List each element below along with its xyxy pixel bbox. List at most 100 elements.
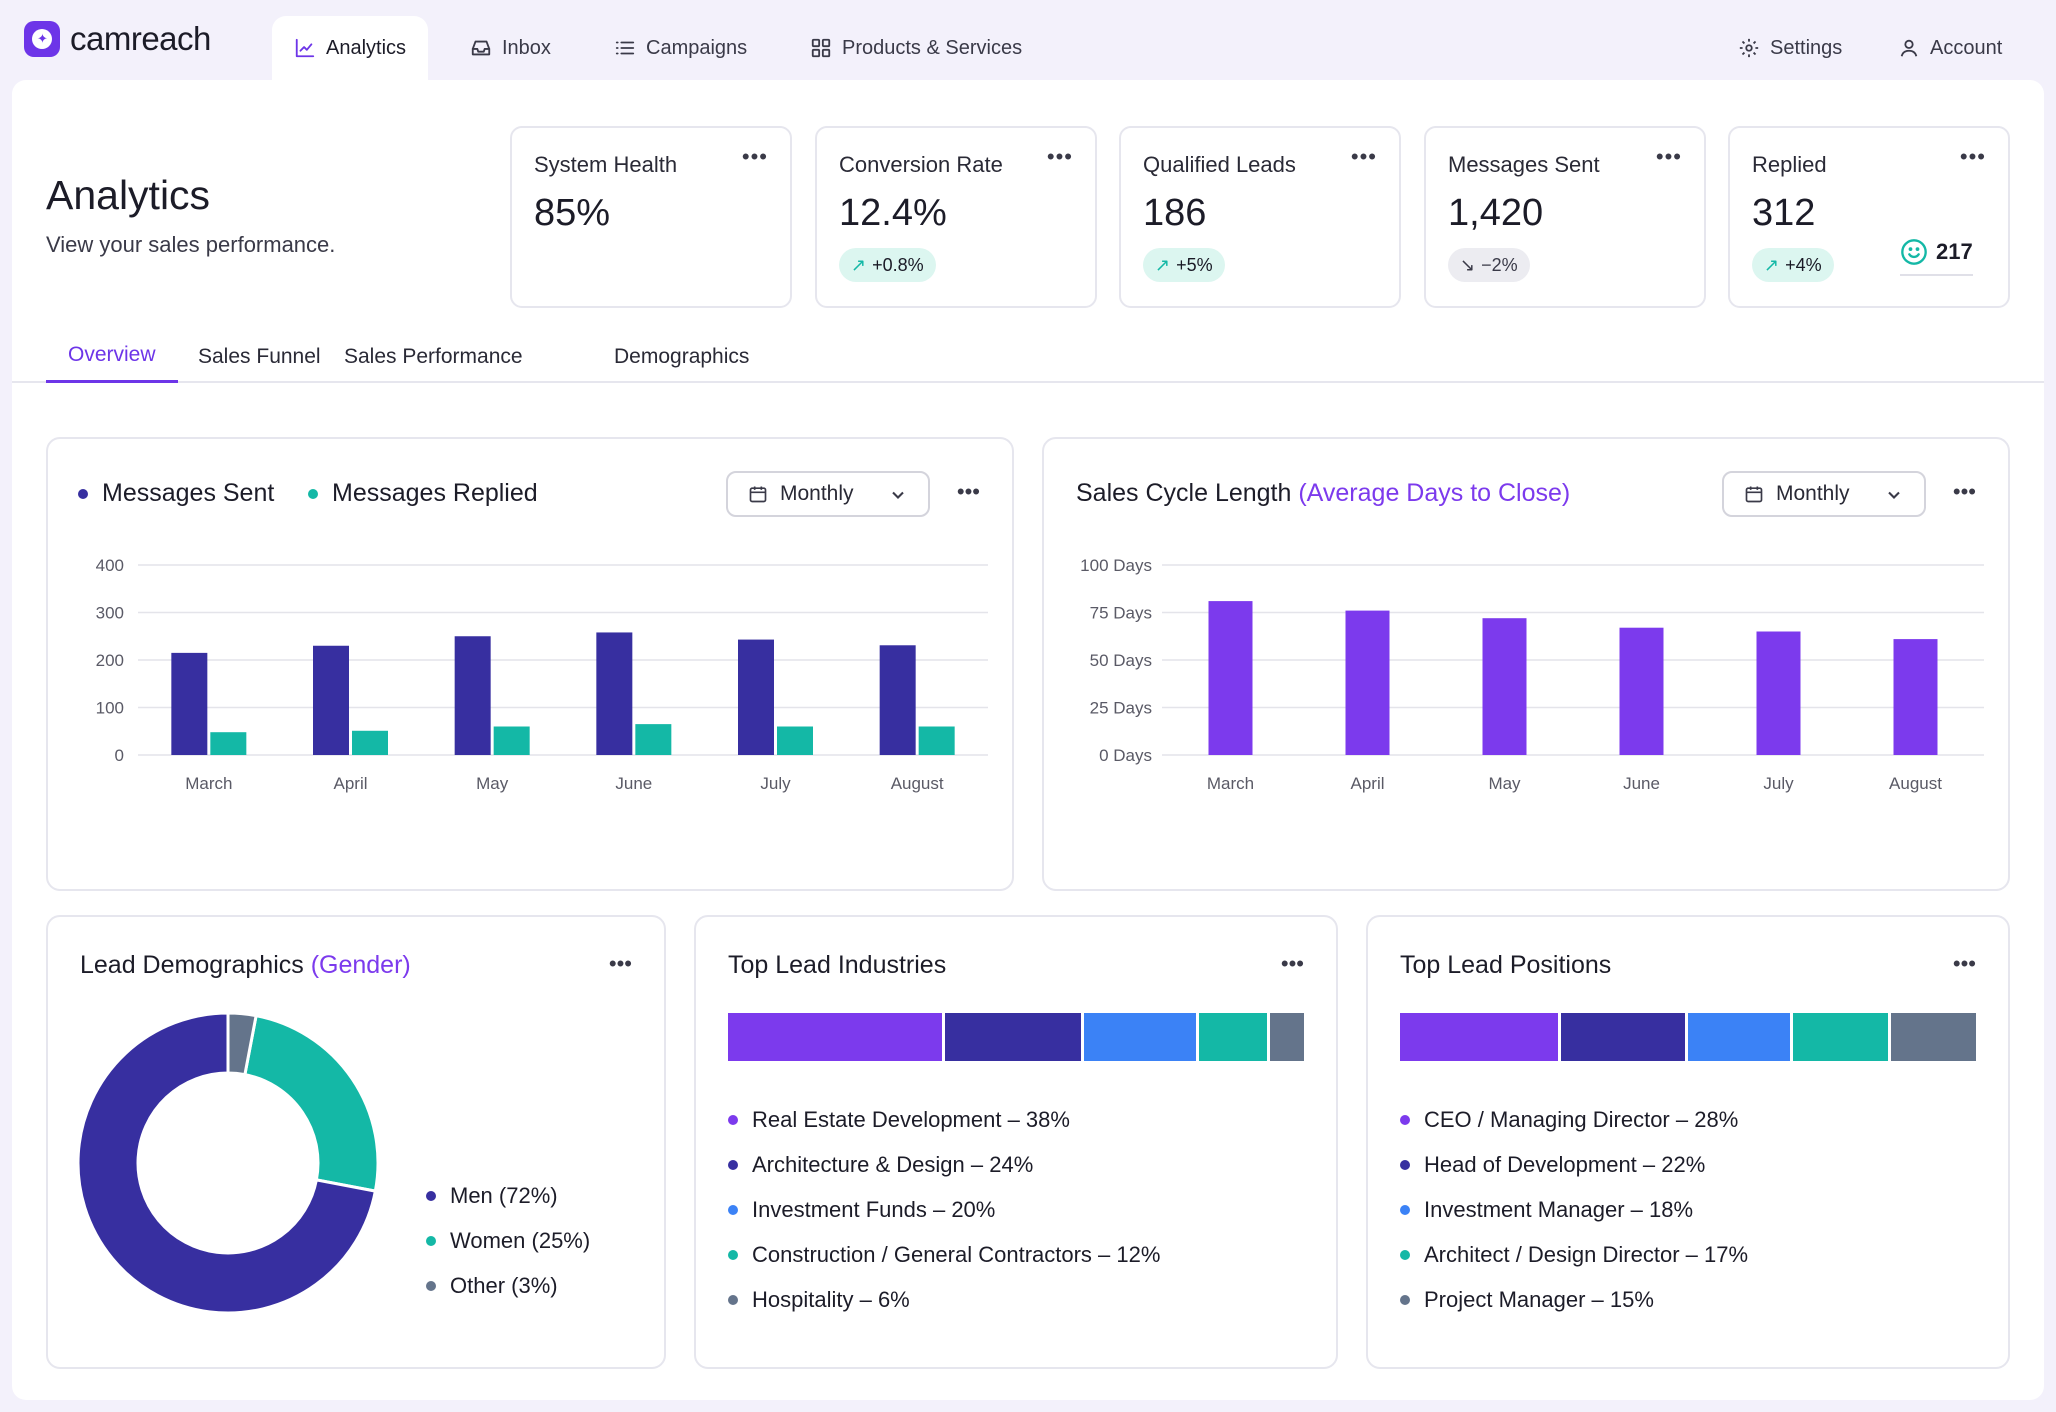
list-label: Construction / General Contractors – 12% bbox=[752, 1241, 1161, 1267]
tab-sales-funnel[interactable]: Sales Funnel bbox=[198, 344, 321, 368]
period-select[interactable]: Monthly bbox=[726, 471, 930, 517]
list-swatch bbox=[1400, 1249, 1410, 1260]
card-title: Top Lead Industries bbox=[728, 951, 947, 979]
nav-tab-inbox[interactable]: Inbox bbox=[448, 16, 573, 80]
list-label: Hospitality – 6% bbox=[752, 1286, 910, 1312]
position-segment bbox=[1560, 1013, 1685, 1061]
settings-label: Settings bbox=[1770, 36, 1843, 59]
nav-tab-analytics[interactable]: Analytics bbox=[272, 16, 429, 80]
nav-tab-label: Inbox bbox=[502, 36, 551, 59]
legend-swatch bbox=[426, 1235, 436, 1246]
legend-label: Women (25%) bbox=[450, 1227, 591, 1253]
kpi-label: Messages Sent bbox=[1448, 152, 1600, 177]
tab-sales-performance[interactable]: Sales Performance bbox=[344, 344, 523, 368]
chart-line-icon bbox=[295, 38, 315, 58]
slice-men bbox=[78, 1013, 378, 1313]
more-options-icon[interactable]: ••• bbox=[1046, 144, 1073, 169]
position-segment bbox=[1891, 1013, 1976, 1061]
kpi-card-replied: Replied ••• 312 ↗ +4% 217 bbox=[1728, 126, 2010, 308]
x-tick-label: July bbox=[1763, 774, 1794, 793]
kpi-card-conversion-rate: Conversion Rate ••• 12.4% ↗ +0.8% bbox=[815, 126, 1097, 308]
kpi-label: Replied bbox=[1752, 152, 1827, 177]
more-options-icon[interactable]: ••• bbox=[1952, 479, 1976, 504]
lead-demographics-card: Lead Demographics (Gender) ••• Men (72%)… bbox=[46, 915, 666, 1369]
section-tabs: Overview Sales Funnel Sales Performance … bbox=[12, 330, 2044, 383]
select-value: Monthly bbox=[780, 482, 854, 505]
positions-stacked-bar bbox=[1400, 1013, 1976, 1061]
slice-women bbox=[243, 1013, 378, 1193]
user-icon bbox=[1900, 39, 1918, 57]
more-options-icon[interactable]: ••• bbox=[741, 144, 768, 169]
settings-link[interactable]: Settings bbox=[1716, 16, 1864, 80]
list-item: CEO / Managing Director – 28% bbox=[1400, 1097, 1748, 1142]
account-label: Account bbox=[1930, 36, 2003, 59]
x-tick-label: March bbox=[185, 774, 232, 793]
industries-stacked-bar bbox=[728, 1013, 1304, 1061]
list-item: Architect / Design Director – 17% bbox=[1400, 1232, 1748, 1277]
trend-badge: ↘ −2% bbox=[1448, 248, 1530, 282]
kpi-card-system-health: System Health ••• 85% bbox=[510, 126, 792, 308]
y-tick-label: 100 bbox=[96, 699, 124, 718]
industry-segment bbox=[1083, 1013, 1197, 1061]
list-swatch bbox=[1400, 1294, 1410, 1305]
legend-swatch bbox=[308, 488, 318, 499]
tab-demographics[interactable]: Demographics bbox=[614, 344, 750, 368]
kpi-label: System Health bbox=[534, 152, 678, 177]
legend-messages-replied: Messages Replied bbox=[308, 479, 538, 508]
bar-replied bbox=[777, 726, 813, 755]
y-tick-label: 200 bbox=[96, 651, 124, 670]
list-swatch bbox=[728, 1159, 738, 1170]
bar-sent bbox=[879, 645, 916, 755]
more-options-icon[interactable]: ••• bbox=[956, 479, 980, 504]
nav-tab-campaigns[interactable]: Campaigns bbox=[592, 16, 769, 80]
tab-overview[interactable]: Overview bbox=[46, 330, 178, 383]
trend-value: +4% bbox=[1785, 254, 1822, 275]
sales-cycle-bar-chart: 0 Days 25 Days 50 Days 75 Days 100 Days March… bbox=[1080, 556, 1984, 793]
position-segment bbox=[1792, 1013, 1889, 1061]
x-tick-label: June bbox=[615, 774, 652, 793]
more-options-icon[interactable]: ••• bbox=[1959, 144, 1986, 169]
list-swatch bbox=[728, 1204, 738, 1215]
nav-tab-label: Analytics bbox=[326, 36, 407, 59]
messages-chart-card: Messages Sent Messages Replied Monthly •… bbox=[46, 437, 1014, 891]
inbox-icon bbox=[471, 40, 491, 56]
list-swatch bbox=[1400, 1159, 1410, 1170]
y-tick-label: 0 bbox=[115, 746, 124, 765]
y-tick-label: 25 Days bbox=[1090, 699, 1152, 718]
legend-label: Other (3%) bbox=[450, 1272, 558, 1298]
chevron-down-icon bbox=[1888, 491, 1900, 499]
more-options-icon[interactable]: ••• bbox=[608, 951, 632, 976]
x-tick-label: June bbox=[1623, 774, 1660, 793]
list-item: Head of Development – 22% bbox=[1400, 1142, 1748, 1187]
kpi-card-qualified-leads: Qualified Leads ••• 186 ↗ +5% bbox=[1119, 126, 1401, 308]
more-options-icon[interactable]: ••• bbox=[1952, 951, 1976, 976]
card-title: Lead Demographics (Gender) bbox=[80, 951, 411, 980]
list-item: Investment Funds – 20% bbox=[728, 1187, 1160, 1232]
more-options-icon[interactable]: ••• bbox=[1280, 951, 1304, 976]
list-icon bbox=[615, 41, 635, 55]
x-tick-label: March bbox=[1207, 774, 1254, 793]
kpi-label: Conversion Rate bbox=[839, 152, 1003, 177]
bar bbox=[1208, 601, 1253, 755]
nav-tab-products-services[interactable]: Products & Services bbox=[788, 16, 1044, 80]
legend-item-other: Other (3%) bbox=[426, 1263, 590, 1308]
top-navigation: ✦ camreach Analytics Inbox Campaigns Pro… bbox=[0, 0, 2056, 80]
trend-value: +5% bbox=[1176, 254, 1213, 275]
list-label: Investment Funds – 20% bbox=[752, 1196, 996, 1222]
y-tick-label: 0 Days bbox=[1099, 746, 1152, 765]
industry-segment bbox=[728, 1013, 943, 1061]
period-select[interactable]: Monthly bbox=[1722, 471, 1926, 517]
list-label: Architecture & Design – 24% bbox=[752, 1151, 1034, 1177]
calendar-icon bbox=[1745, 486, 1763, 503]
title-accent: (Gender) bbox=[310, 951, 411, 979]
more-options-icon[interactable]: ••• bbox=[1655, 144, 1682, 169]
more-options-icon[interactable]: ••• bbox=[1350, 144, 1377, 169]
list-item: Architecture & Design – 24% bbox=[728, 1142, 1160, 1187]
chevron-down-icon bbox=[892, 491, 904, 499]
industries-list: Real Estate Development – 38% Architectu… bbox=[728, 1097, 1160, 1322]
bar-replied bbox=[635, 724, 672, 755]
trend-badge: ↗ +0.8% bbox=[839, 248, 936, 282]
legend-label: Messages Replied bbox=[332, 479, 538, 507]
app-logo[interactable]: ✦ camreach bbox=[24, 20, 211, 58]
account-link[interactable]: Account bbox=[1876, 16, 2024, 80]
